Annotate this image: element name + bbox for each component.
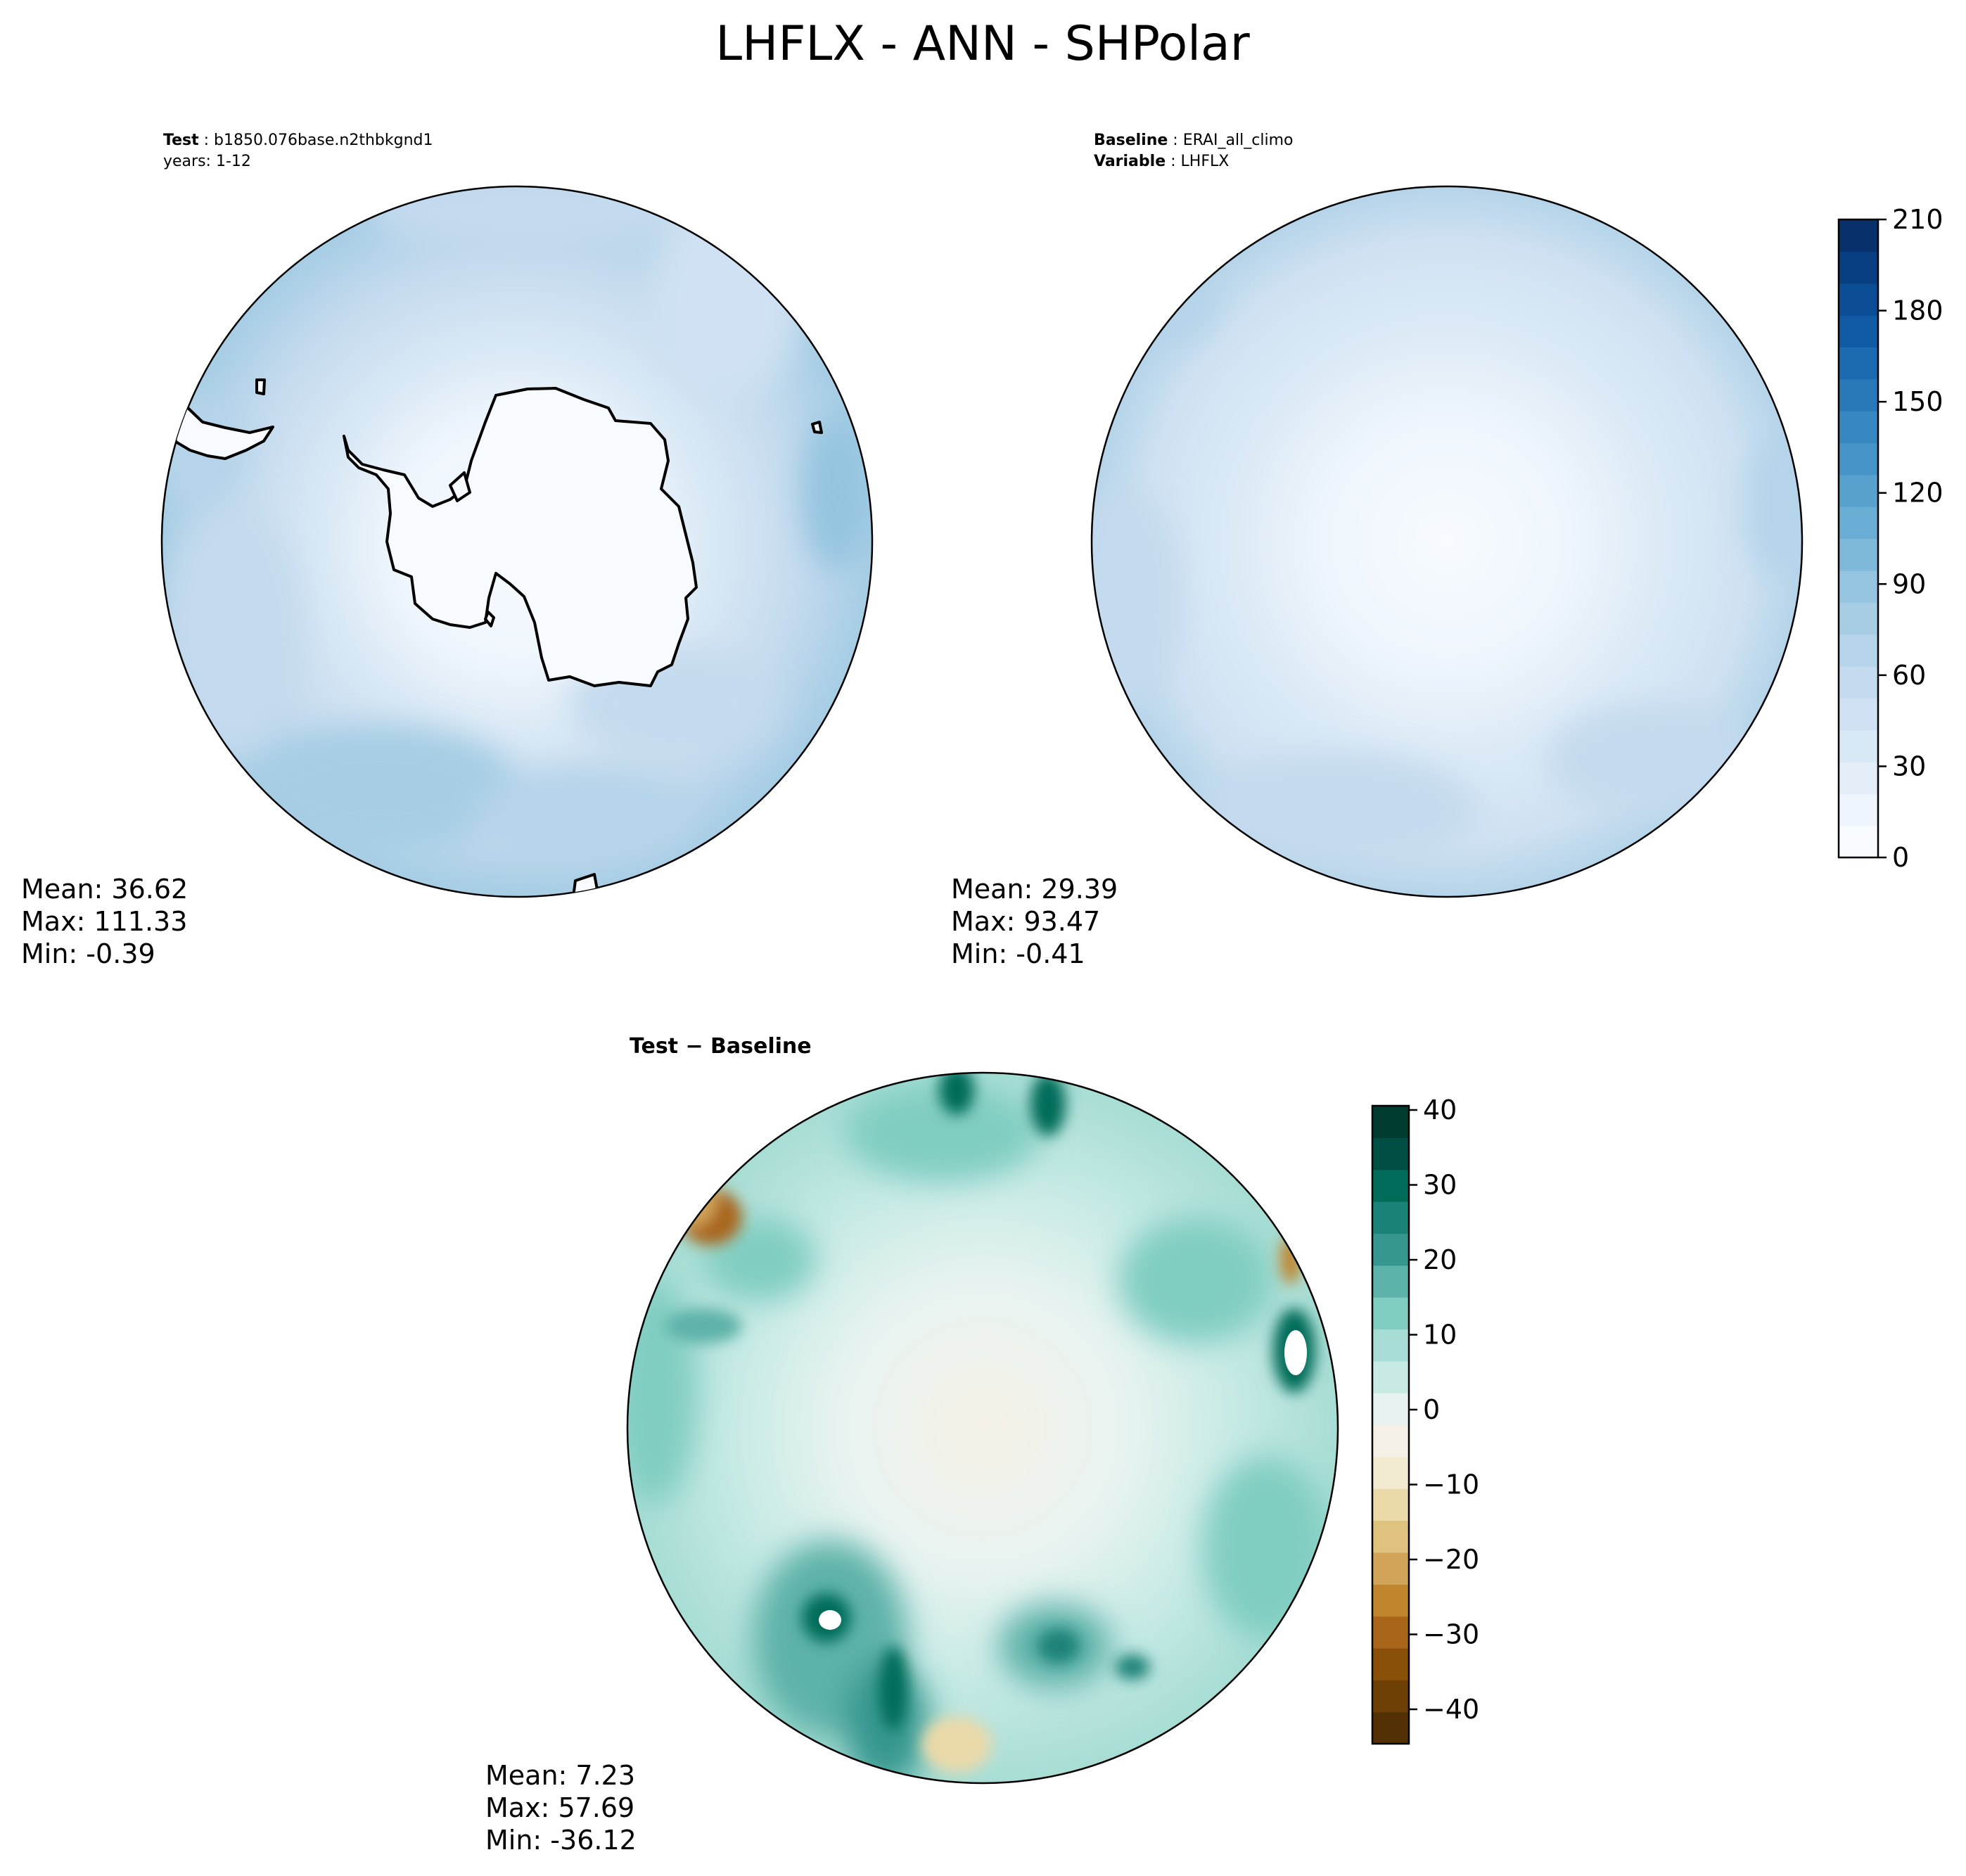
diff-colorbar-tick-label: −30 bbox=[1423, 1619, 1479, 1650]
main-colorbar-frame bbox=[1837, 218, 1879, 859]
diff-map-boundary bbox=[626, 1071, 1339, 1785]
baseline-min: Min: -0.41 bbox=[951, 938, 1085, 969]
diff-mean: Mean: 7.23 bbox=[485, 1760, 635, 1791]
diff-colorbar-swatch bbox=[1372, 1297, 1409, 1330]
diff-colorbar-tick-label: −10 bbox=[1423, 1469, 1479, 1500]
diff-colorbar-swatch bbox=[1372, 1552, 1409, 1585]
main-colorbar-swatch bbox=[1839, 761, 1878, 794]
diff-colorbar-swatches bbox=[1372, 1106, 1409, 1744]
diff-colorbar-swatch bbox=[1372, 1393, 1409, 1426]
test-coastline bbox=[167, 378, 823, 897]
diff-min: Min: -36.12 bbox=[485, 1825, 637, 1856]
main-colorbar-swatch bbox=[1839, 315, 1878, 347]
main-colorbar-swatch bbox=[1839, 665, 1878, 698]
diff-colorbar-swatch bbox=[1372, 1424, 1409, 1457]
main-colorbar: 210 180 150 120 90 60 30 0 bbox=[1837, 204, 1943, 873]
diff-colorbar-swatch bbox=[1372, 1616, 1409, 1649]
diff-colorbar-swatch bbox=[1372, 1488, 1409, 1521]
main-colorbar-swatch bbox=[1839, 538, 1878, 571]
diff-map bbox=[627, 1073, 1338, 1783]
main-colorbar-swatch bbox=[1839, 411, 1878, 444]
test-mean: Mean: 36.62 bbox=[21, 874, 188, 905]
diff-panel: Test − Baseline bbox=[485, 1034, 1339, 1856]
test-max: Max: 111.33 bbox=[21, 906, 187, 937]
baseline-map bbox=[1092, 186, 1802, 897]
diff-colorbar-swatch bbox=[1372, 1137, 1409, 1170]
baseline-variable: Variable : LHFLX bbox=[1094, 153, 1229, 170]
diff-colorbar-tick-label: 20 bbox=[1423, 1244, 1457, 1275]
test-label: Test : b1850.076base.n2thbkgnd1 bbox=[163, 132, 433, 149]
main-colorbar-tick-label: 0 bbox=[1892, 842, 1909, 873]
diff-colorbar-tick-label: −40 bbox=[1423, 1694, 1479, 1725]
diff-colorbar-ticks: 40 30 20 10 0 −10 −20 −30 −40 bbox=[1409, 1095, 1479, 1725]
diff-colorbar-tick-label: 10 bbox=[1423, 1320, 1457, 1351]
main-colorbar-swatch bbox=[1839, 570, 1878, 603]
diff-max: Max: 57.69 bbox=[485, 1792, 634, 1823]
main-colorbar-tick-label: 60 bbox=[1892, 660, 1926, 691]
diff-missing-data bbox=[1284, 1330, 1307, 1375]
main-colorbar-swatch bbox=[1839, 602, 1878, 635]
main-colorbar-swatches bbox=[1839, 219, 1878, 858]
test-min: Min: -0.39 bbox=[21, 938, 155, 969]
main-colorbar-tick-label: 120 bbox=[1892, 478, 1943, 509]
main-colorbar-tick-label: 180 bbox=[1892, 295, 1943, 326]
main-colorbar-swatch bbox=[1839, 506, 1878, 540]
main-colorbar-tick-label: 150 bbox=[1892, 386, 1943, 417]
main-colorbar-swatch bbox=[1839, 251, 1878, 284]
main-colorbar-swatch bbox=[1839, 442, 1878, 476]
baseline-panel: Baseline : ERAI_all_climo Variable : LHF… bbox=[951, 132, 1804, 969]
diff-colorbar-swatch bbox=[1372, 1265, 1409, 1298]
main-colorbar-swatch bbox=[1839, 347, 1878, 380]
test-map-boundary bbox=[160, 185, 874, 898]
main-colorbar-tick-label: 30 bbox=[1892, 751, 1926, 781]
main-colorbar-swatch bbox=[1839, 825, 1878, 858]
main-colorbar-swatch bbox=[1839, 698, 1878, 731]
main-colorbar-swatch bbox=[1839, 793, 1878, 827]
diff-colorbar-tick-label: 30 bbox=[1423, 1170, 1457, 1201]
main-colorbar-swatch bbox=[1839, 219, 1878, 252]
figure-title: LHFLX - ANN - SHPolar bbox=[715, 16, 1249, 72]
diff-colorbar-swatch bbox=[1372, 1169, 1409, 1202]
diff-colorbar-tick-label: 40 bbox=[1423, 1095, 1457, 1125]
diff-title: Test − Baseline bbox=[630, 1034, 812, 1059]
main-colorbar-swatch bbox=[1839, 378, 1878, 411]
test-panel: Test : b1850.076base.n2thbkgnd1 years: 1… bbox=[21, 132, 874, 969]
diff-colorbar-tick-label: −20 bbox=[1423, 1544, 1479, 1575]
main-colorbar-swatch bbox=[1839, 634, 1878, 667]
diff-colorbar-swatch bbox=[1372, 1456, 1409, 1489]
diff-colorbar-tick-label: 0 bbox=[1423, 1394, 1440, 1425]
baseline-map-boundary bbox=[1090, 185, 1804, 898]
diff-colorbar-swatch bbox=[1372, 1647, 1409, 1680]
main-colorbar-tick-label: 90 bbox=[1892, 568, 1926, 599]
diff-colorbar-swatch bbox=[1372, 1584, 1409, 1617]
baseline-max: Max: 93.47 bbox=[951, 906, 1100, 937]
main-colorbar-swatch bbox=[1839, 729, 1878, 762]
baseline-label: Baseline : ERAI_all_climo bbox=[1094, 132, 1293, 149]
main-colorbar-swatch bbox=[1839, 474, 1878, 507]
diff-colorbar-swatch bbox=[1372, 1360, 1409, 1393]
diff-colorbar-swatch bbox=[1372, 1680, 1409, 1713]
diff-colorbar-swatch bbox=[1372, 1711, 1409, 1744]
main-colorbar-tick-label: 210 bbox=[1892, 204, 1943, 235]
diff-colorbar-swatch bbox=[1372, 1201, 1409, 1234]
diff-colorbar-swatch bbox=[1372, 1233, 1409, 1266]
baseline-mean: Mean: 29.39 bbox=[951, 874, 1118, 905]
diff-colorbar-swatch bbox=[1372, 1329, 1409, 1362]
diff-missing-data bbox=[819, 1610, 841, 1630]
diff-colorbar: 40 30 20 10 0 −10 −20 −30 −40 bbox=[1371, 1095, 1479, 1745]
test-years: years: 1-12 bbox=[163, 153, 251, 170]
main-colorbar-ticks: 210 180 150 120 90 60 30 0 bbox=[1878, 204, 1943, 873]
diff-colorbar-swatch bbox=[1372, 1106, 1409, 1138]
diff-colorbar-swatch bbox=[1372, 1520, 1409, 1553]
diff-colorbar-frame bbox=[1371, 1104, 1410, 1745]
main-colorbar-swatch bbox=[1839, 283, 1878, 316]
